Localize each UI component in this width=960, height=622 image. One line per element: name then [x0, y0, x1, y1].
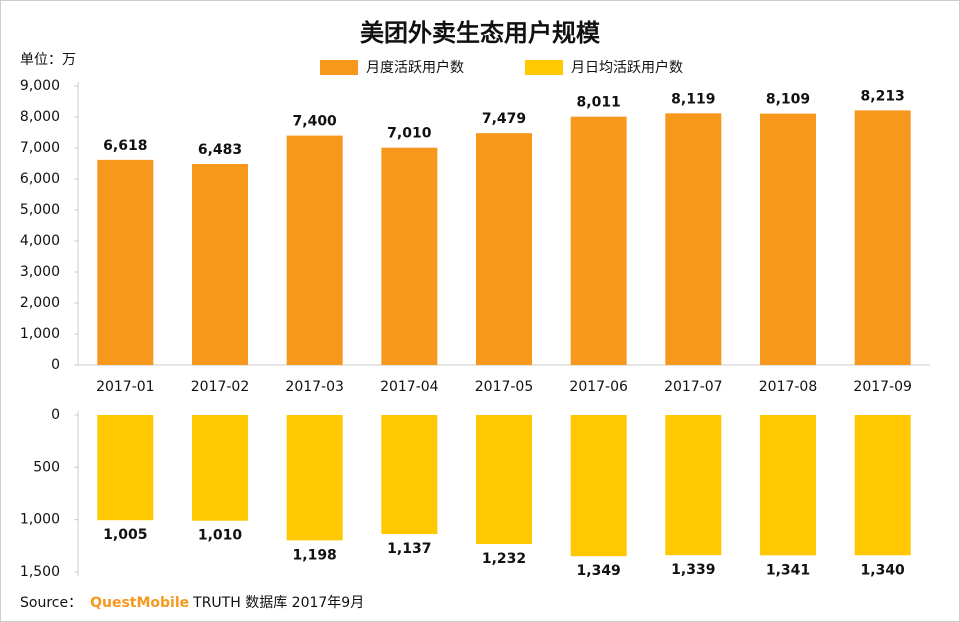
- y2-tick-label: 1,500: [20, 564, 60, 580]
- bar: [760, 415, 816, 556]
- value-label: 1,341: [766, 562, 810, 578]
- value-label: 1,349: [577, 563, 621, 579]
- legend-label: 月日均活跃用户数: [571, 59, 683, 76]
- value-label: 1,340: [861, 562, 906, 578]
- x-tick-label: 2017-07: [664, 379, 723, 395]
- source-text: TRUTH 数据库 2017年9月: [192, 595, 364, 611]
- x-tick-label: 2017-09: [853, 379, 912, 395]
- y2-tick-label: 500: [33, 459, 60, 475]
- legend-label: 月度活跃用户数: [366, 59, 464, 76]
- x-tick-label: 2017-04: [380, 379, 439, 395]
- y-tick-label: 2,000: [20, 295, 60, 311]
- value-label: 7,400: [293, 114, 338, 130]
- y-tick-label: 5,000: [20, 202, 60, 218]
- bar: [665, 113, 722, 365]
- y2-tick-label: 1,000: [20, 512, 60, 528]
- y-tick-label: 9,000: [20, 78, 60, 94]
- bar: [381, 147, 438, 365]
- legend-swatch: [320, 60, 358, 75]
- value-label: 1,232: [482, 551, 526, 567]
- y-tick-label: 3,000: [20, 264, 60, 280]
- value-label: 8,109: [766, 92, 810, 108]
- x-tick-label: 2017-01: [96, 379, 155, 395]
- x-tick-label: 2017-08: [759, 379, 818, 395]
- bar: [97, 159, 154, 365]
- bar: [854, 415, 911, 556]
- source-brand: QuestMobile: [90, 595, 189, 611]
- chart-title: 美团外卖生态用户规模: [360, 19, 601, 47]
- bar: [570, 116, 627, 365]
- value-label: 8,213: [861, 88, 905, 104]
- x-tick-label: 2017-02: [191, 379, 250, 395]
- bar: [665, 415, 722, 556]
- value-label: 1,137: [387, 541, 431, 557]
- value-label: 1,005: [103, 527, 147, 543]
- bar: [476, 415, 532, 544]
- x-tick-label: 2017-03: [285, 379, 344, 395]
- value-label: 6,618: [103, 138, 147, 154]
- bar: [192, 415, 248, 521]
- bar: [192, 164, 248, 365]
- y-tick-label: 7,000: [20, 140, 60, 156]
- bar: [570, 415, 627, 557]
- y-tick-label: 4,000: [20, 233, 60, 249]
- value-label: 8,011: [577, 95, 621, 111]
- y-tick-label: 8,000: [20, 109, 60, 125]
- bar: [760, 113, 816, 365]
- bar: [476, 133, 532, 365]
- y2-tick-label: 0: [51, 407, 60, 423]
- bar: [381, 415, 438, 535]
- x-tick-label: 2017-06: [569, 379, 628, 395]
- unit-label: 单位：万: [20, 52, 76, 68]
- value-label: 6,483: [198, 142, 242, 158]
- bar: [854, 110, 911, 365]
- legend-swatch: [525, 60, 563, 75]
- value-label: 7,010: [387, 126, 432, 142]
- value-label: 8,119: [671, 91, 715, 107]
- y-tick-label: 6,000: [20, 171, 60, 187]
- y-tick-label: 0: [51, 357, 60, 373]
- bar: [286, 135, 343, 365]
- x-tick-label: 2017-05: [475, 379, 534, 395]
- bar: [286, 415, 343, 541]
- source: Source： QuestMobile TRUTH 数据库 2017年9月: [20, 595, 364, 611]
- y-tick-label: 1,000: [20, 326, 60, 342]
- value-label: 1,339: [671, 562, 715, 578]
- bar: [97, 415, 154, 521]
- value-label: 1,198: [293, 547, 337, 563]
- value-label: 7,479: [482, 111, 526, 127]
- value-label: 1,010: [198, 528, 243, 544]
- source-label: Source：: [20, 595, 82, 611]
